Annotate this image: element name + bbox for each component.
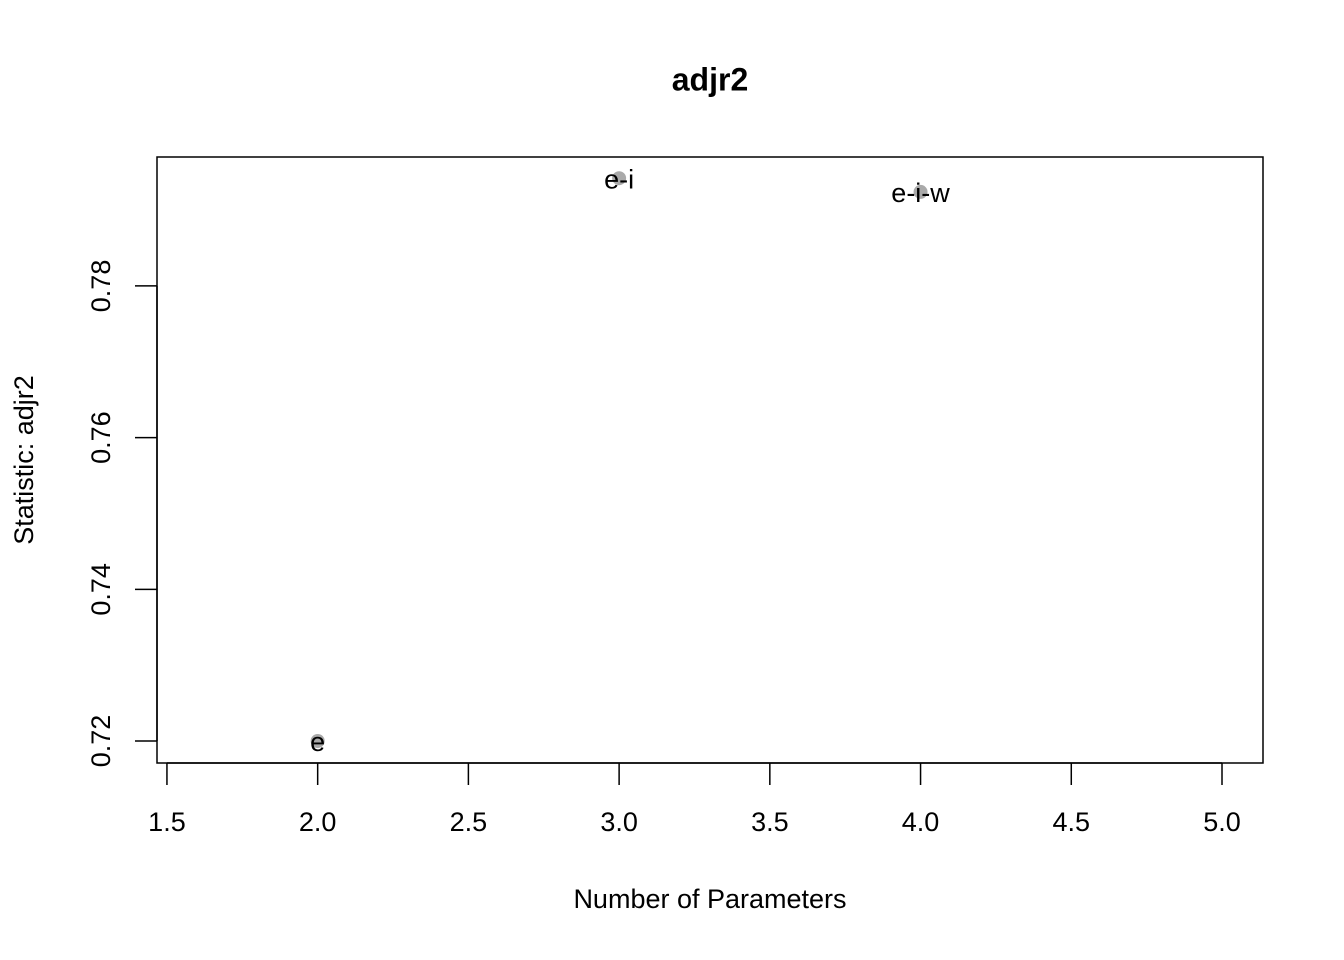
x-tick-label: 3.0 xyxy=(600,807,638,837)
x-tick-label: 1.5 xyxy=(148,807,186,837)
point xyxy=(310,734,325,749)
x-tick-label: 5.0 xyxy=(1203,807,1241,837)
point-label: e-i xyxy=(604,164,634,194)
y-tick-label: 0.72 xyxy=(86,715,116,768)
y-tick-label: 0.78 xyxy=(86,260,116,313)
y-tick-label: 0.76 xyxy=(86,411,116,464)
point xyxy=(612,171,627,186)
y-axis-label: Statistic: adjr2 xyxy=(9,375,39,545)
y-tick-label: 0.74 xyxy=(86,563,116,616)
point-label: e-i-w xyxy=(891,178,950,208)
x-tick-label: 3.5 xyxy=(751,807,789,837)
plot-frame xyxy=(156,156,1264,764)
x-tick-label: 4.0 xyxy=(902,807,940,837)
point-label: e xyxy=(310,727,325,757)
chart-title: adjr2 xyxy=(672,61,748,97)
x-tick-label: 4.5 xyxy=(1053,807,1091,837)
point xyxy=(913,184,928,199)
x-tick-label: 2.0 xyxy=(299,807,337,837)
x-tick-label: 2.5 xyxy=(450,807,488,837)
x-axis-label: Number of Parameters xyxy=(573,884,846,914)
